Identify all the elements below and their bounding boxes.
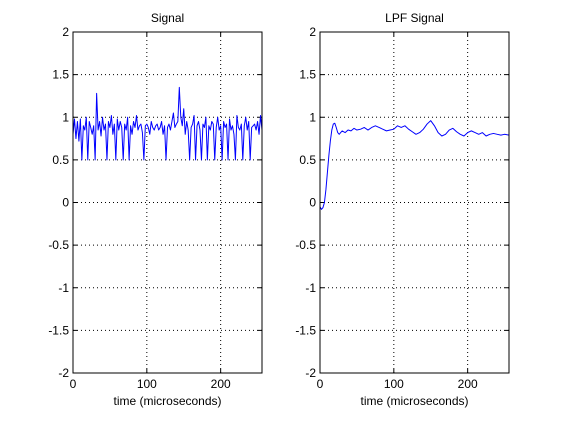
y-tick-label: 0.5 (52, 153, 69, 167)
x-tick-label: 0 (70, 377, 77, 391)
x-axis-label: time (microseconds) (113, 394, 221, 408)
chart-panel-2: -2 -1.5 -1 -0.5 0 0.5 1 1.5 2 0 100 200 LPF Signal ti… (295, 11, 510, 408)
chart-title: LPF Signal (385, 11, 444, 25)
x-tick-label: 100 (137, 377, 157, 391)
y-tick-label: 1 (309, 110, 316, 124)
y-tick-label: 2 (62, 25, 69, 39)
y-tick-label: 0 (309, 196, 316, 210)
y-tick-label: -0.5 (295, 238, 316, 252)
y-tick-label: -1.5 (48, 323, 69, 337)
x-tick-label: 0 (317, 377, 324, 391)
x-axis-label: time (microseconds) (360, 394, 468, 408)
y-tick-label: 0 (62, 196, 69, 210)
x-tick-label: 200 (211, 377, 231, 391)
y-tick-label: -1.5 (295, 323, 316, 337)
y-tick-label: 1.5 (52, 68, 69, 82)
y-tick-label: -0.5 (48, 238, 69, 252)
chart-panel-1: -2 -1.5 -1 -0.5 0 0.5 1 1.5 2 0 100 200 Signal time (… (48, 11, 263, 408)
x-tick-label: 200 (458, 377, 478, 391)
axes-box (319, 31, 510, 374)
series-line-1 (72, 86, 263, 161)
y-tick-label: -2 (305, 366, 316, 380)
y-tick-label: 0.5 (299, 153, 316, 167)
y-tick-label: 2 (309, 25, 316, 39)
y-tick-label: -1 (58, 281, 69, 295)
y-tick-label: 1.5 (299, 68, 316, 82)
plot-area (73, 32, 262, 373)
y-tick-label: -2 (58, 366, 69, 380)
series-line-1 (319, 120, 510, 210)
axes-box (72, 31, 263, 374)
y-tick-label: -1 (305, 281, 316, 295)
x-tick-label: 100 (384, 377, 404, 391)
chart-title: Signal (151, 11, 184, 25)
y-tick-label: 1 (62, 110, 69, 124)
plot-area (320, 32, 509, 373)
